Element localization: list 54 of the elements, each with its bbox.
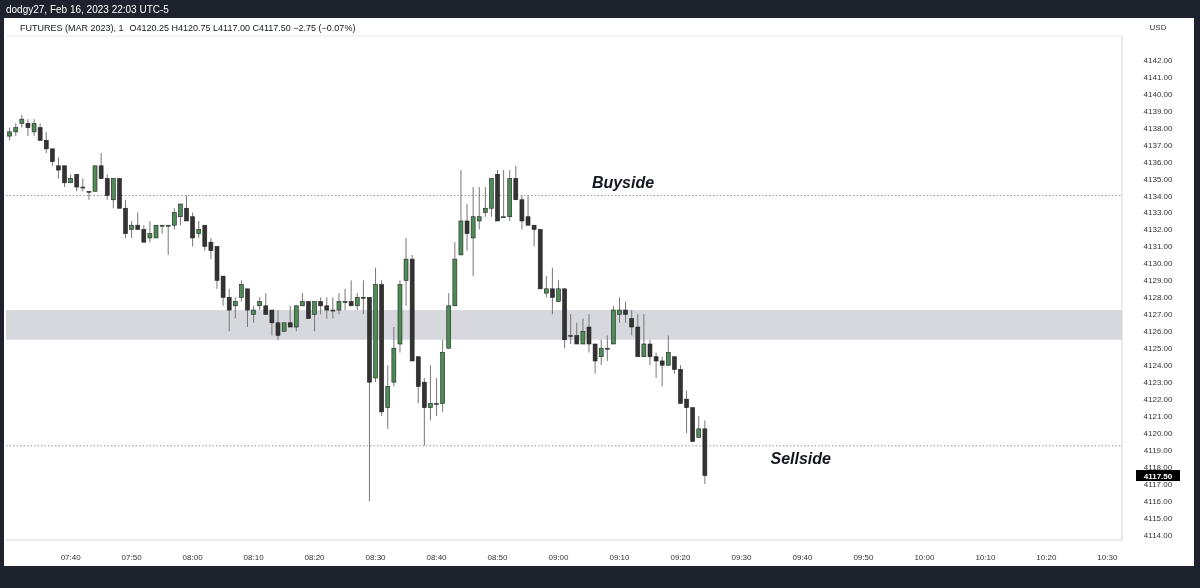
y-tick-label: 4128.00: [1143, 293, 1174, 303]
x-tick-label: 08:00: [182, 553, 204, 562]
x-tick-label: 09:50: [853, 553, 874, 562]
y-tick-label: 4137.00: [1143, 140, 1174, 150]
y-tick-label: 4121.00: [1143, 412, 1174, 422]
y-tick-label: 4116.00: [1143, 496, 1173, 506]
y-tick-label: 4114.00: [1143, 530, 1173, 540]
y-tick-label: 4122.00: [1143, 395, 1174, 405]
x-tick-label: 08:10: [243, 553, 265, 562]
x-tick-label: 10:00: [914, 553, 935, 562]
x-tick-label: 07:50: [121, 553, 143, 562]
y-tick-label: 4132.00: [1143, 225, 1174, 235]
y-tick-label: 4133.00: [1143, 208, 1174, 218]
y-tick-label: 4139.00: [1143, 106, 1174, 116]
text: 4117.50: [1143, 471, 1173, 481]
x-tick-label: 08:30: [365, 553, 387, 562]
y-tick-label: 4136.00: [1143, 157, 1174, 167]
chart-title: FUTURES (MAR 2023), 1: [20, 23, 124, 33]
x-tick-label: 09:20: [670, 553, 692, 562]
y-tick-label: 4123.00: [1143, 378, 1174, 388]
y-tick-label: 4140.00: [1143, 89, 1174, 99]
ref-line-label: Buyside: [591, 173, 655, 191]
x-tick-label: 10:30: [1097, 553, 1118, 562]
y-tick-label: 4135.00: [1143, 174, 1174, 184]
x-tick-label: 08:40: [426, 553, 448, 562]
x-tick-label: 09:30: [731, 553, 753, 562]
y-tick-label: 4126.00: [1143, 327, 1174, 337]
x-tick-label: 10:20: [1036, 553, 1057, 562]
y-tick-label: 4117.00: [1143, 480, 1173, 489]
y-tick-label: 4125.00: [1143, 344, 1174, 354]
x-tick-label: 10:10: [975, 553, 996, 562]
y-tick-label: 4129.00: [1143, 276, 1174, 286]
x-tick-label: 09:00: [548, 553, 570, 562]
ref-line-label: Sellside: [770, 449, 832, 467]
y-axis-title: USD: [1149, 23, 1167, 32]
chart-subtitle: O4120.25 H4120.75 L4117.00 C4117.50 −2.75 (−0.07%): [129, 23, 356, 33]
y-tick-label: 4127.00: [1143, 310, 1174, 320]
x-tick-label: 08:50: [487, 553, 509, 562]
y-tick-label: 4118.00: [1143, 463, 1173, 473]
y-tick-label: 4138.00: [1143, 123, 1174, 133]
text: dodgy27, Feb 16, 2023 22:03 UTC-5: [6, 4, 170, 15]
y-tick-label: 4124.00: [1143, 361, 1174, 371]
x-tick-label: 09:10: [609, 553, 631, 562]
y-tick-label: 4131.00: [1143, 242, 1174, 252]
y-tick-label: 4119.00: [1143, 446, 1173, 456]
y-tick-label: 4130.00: [1143, 259, 1174, 269]
y-tick-label: 4120.00: [1143, 429, 1174, 439]
y-tick-label: 4141.00: [1143, 72, 1174, 82]
x-tick-label: 09:40: [792, 553, 814, 562]
x-tick-label: 08:20: [304, 553, 326, 562]
y-tick-label: 4142.00: [1143, 55, 1174, 65]
y-tick-label: 4134.00: [1143, 191, 1174, 201]
x-tick-label: 07:40: [60, 553, 82, 562]
y-tick-label: 4115.00: [1143, 513, 1173, 523]
